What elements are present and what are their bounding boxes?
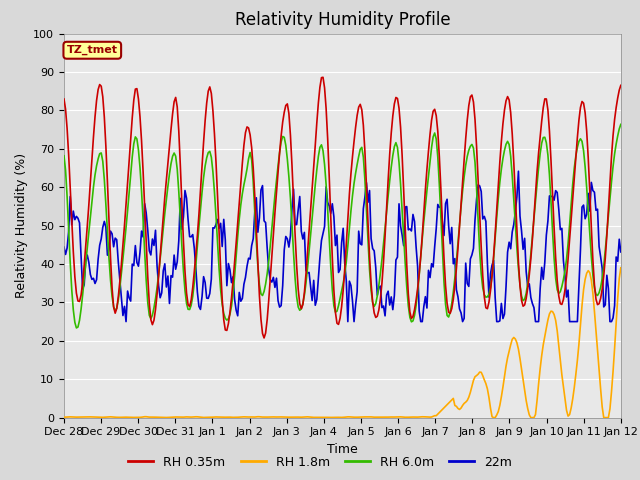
22m <box>130 263 138 268</box>
RH 0.35m <box>617 83 625 88</box>
RH 6.0m <box>228 303 236 309</box>
22m <box>617 249 625 255</box>
X-axis label: Time: Time <box>327 443 358 456</box>
RH 6.0m <box>72 325 80 331</box>
RH 1.8m <box>244 414 252 420</box>
RH 0.35m <box>305 228 313 234</box>
RH 0.35m <box>226 310 234 315</box>
RH 6.0m <box>255 282 263 288</box>
Title: Relativity Humidity Profile: Relativity Humidity Profile <box>235 11 450 29</box>
Line: RH 6.0m: RH 6.0m <box>64 124 621 328</box>
22m <box>122 319 130 324</box>
RH 1.8m <box>60 414 68 420</box>
RH 0.35m <box>254 262 262 267</box>
22m <box>305 270 313 276</box>
RH 1.8m <box>617 265 625 271</box>
RH 6.0m <box>130 141 138 146</box>
22m <box>515 168 522 174</box>
22m <box>589 188 596 193</box>
RH 6.0m <box>305 249 313 254</box>
RH 6.0m <box>60 153 68 159</box>
Line: 22m: 22m <box>64 171 621 322</box>
Line: RH 0.35m: RH 0.35m <box>64 77 621 338</box>
RH 1.8m <box>490 415 497 420</box>
RH 0.35m <box>244 125 252 131</box>
Line: RH 1.8m: RH 1.8m <box>64 268 621 418</box>
RH 0.35m <box>60 96 68 102</box>
RH 1.8m <box>588 277 595 283</box>
RH 0.35m <box>589 257 596 263</box>
RH 1.8m <box>254 414 262 420</box>
RH 1.8m <box>303 414 311 420</box>
22m <box>246 256 254 262</box>
RH 1.8m <box>129 414 136 420</box>
RH 0.35m <box>260 335 268 341</box>
22m <box>228 280 236 286</box>
22m <box>60 244 68 250</box>
Text: TZ_tmet: TZ_tmet <box>67 45 118 55</box>
Y-axis label: Relativity Humidity (%): Relativity Humidity (%) <box>15 153 28 298</box>
RH 6.0m <box>617 121 625 127</box>
Legend: RH 0.35m, RH 1.8m, RH 6.0m, 22m: RH 0.35m, RH 1.8m, RH 6.0m, 22m <box>124 451 516 474</box>
RH 1.8m <box>226 414 234 420</box>
RH 6.0m <box>246 150 254 156</box>
RH 6.0m <box>588 253 595 259</box>
RH 0.35m <box>319 74 327 80</box>
RH 0.35m <box>129 115 136 120</box>
22m <box>255 215 263 220</box>
